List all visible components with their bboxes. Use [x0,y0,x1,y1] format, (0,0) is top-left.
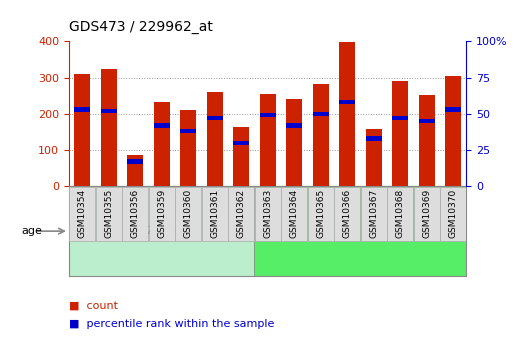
Bar [419,119,435,123]
Bar [154,102,170,186]
Bar [286,123,302,128]
Text: ■  percentile rank within the sample: ■ percentile rank within the sample [69,319,275,329]
Bar [69,186,254,276]
Bar [339,42,355,186]
Text: GSM10356: GSM10356 [131,189,139,238]
Text: GSM10361: GSM10361 [210,189,219,238]
Text: GSM10362: GSM10362 [237,189,245,238]
Text: GDS473 / 229962_at: GDS473 / 229962_at [69,20,213,34]
Bar [445,76,461,186]
Bar [339,100,355,105]
Bar [207,116,223,120]
Text: GSM10369: GSM10369 [422,189,431,238]
FancyBboxPatch shape [334,187,360,241]
Text: ■  count: ■ count [69,300,118,310]
Text: age: age [21,226,42,236]
Text: GSM10360: GSM10360 [184,189,192,238]
Bar [101,69,117,186]
Bar [313,112,329,116]
Text: 65-71 years: 65-71 years [327,226,394,236]
FancyBboxPatch shape [96,187,122,241]
Bar [260,94,276,186]
Bar [366,136,382,141]
Bar [127,159,143,164]
Bar [154,123,170,128]
Bar [254,186,466,276]
Bar [445,107,461,112]
FancyBboxPatch shape [413,187,440,241]
FancyBboxPatch shape [387,187,413,241]
Bar [260,113,276,117]
Bar [207,92,223,186]
Text: GSM10363: GSM10363 [263,189,272,238]
Text: GSM10367: GSM10367 [369,189,378,238]
Bar [392,81,408,186]
FancyBboxPatch shape [254,187,281,241]
FancyBboxPatch shape [202,187,228,241]
Bar [313,84,329,186]
FancyBboxPatch shape [69,187,95,241]
FancyBboxPatch shape [360,187,387,241]
FancyBboxPatch shape [122,187,148,241]
Bar [366,129,382,186]
Bar [392,116,408,120]
FancyBboxPatch shape [307,187,334,241]
Text: GSM10370: GSM10370 [449,189,457,238]
FancyBboxPatch shape [228,187,254,241]
Text: GSM10359: GSM10359 [157,189,166,238]
Text: GSM10354: GSM10354 [78,189,86,238]
Text: GSM10355: GSM10355 [104,189,113,238]
Bar [233,141,249,145]
FancyBboxPatch shape [440,187,466,241]
Bar [127,155,143,186]
Text: GSM10366: GSM10366 [343,189,351,238]
Text: GSM10368: GSM10368 [396,189,404,238]
Bar [233,127,249,186]
Bar [419,95,435,186]
Text: 20-29 years: 20-29 years [128,226,195,236]
Bar [180,129,196,134]
FancyBboxPatch shape [281,187,307,241]
Text: GSM10365: GSM10365 [316,189,325,238]
Bar [74,107,90,112]
Bar [180,110,196,186]
FancyBboxPatch shape [148,187,174,241]
FancyBboxPatch shape [175,187,201,241]
Text: GSM10364: GSM10364 [290,189,298,238]
Bar [286,99,302,186]
Bar [74,74,90,186]
Bar [101,109,117,113]
